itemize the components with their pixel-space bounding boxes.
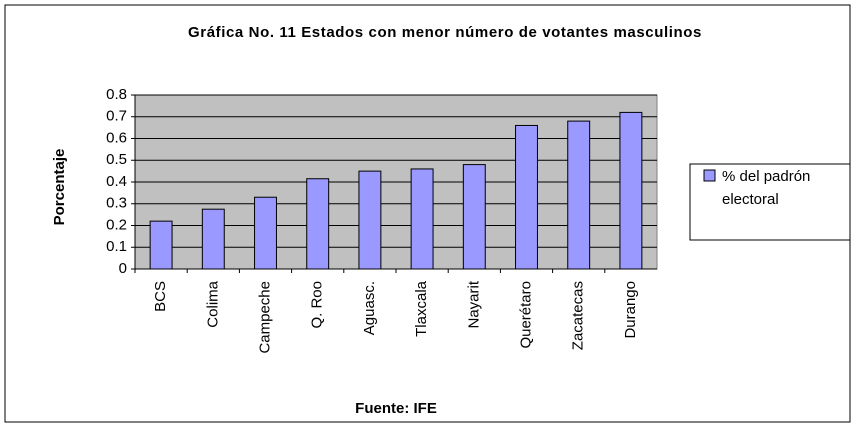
bar bbox=[358, 170, 382, 270]
y-tick-label: 0.5 bbox=[106, 151, 127, 168]
bar bbox=[462, 164, 486, 270]
y-tick-label: 0.8 bbox=[106, 86, 127, 103]
x-tick-label: BCS bbox=[152, 281, 169, 312]
y-tick-label: 0.6 bbox=[106, 129, 127, 146]
bar bbox=[306, 178, 330, 270]
x-tick-label: Durango bbox=[622, 281, 639, 339]
x-tick-label: Zacatecas bbox=[570, 281, 587, 350]
bar bbox=[619, 111, 643, 270]
y-tick-label: 0.1 bbox=[106, 238, 127, 255]
y-tick-label: 0.2 bbox=[106, 216, 127, 233]
x-tick-label: Aguasc. bbox=[361, 281, 378, 335]
x-tick-label: Querétaro bbox=[517, 281, 534, 349]
bar bbox=[149, 220, 173, 270]
x-tick-label: Nayarit bbox=[465, 280, 482, 328]
x-axis-label: Fuente: IFE bbox=[355, 400, 437, 417]
bar bbox=[410, 168, 434, 270]
x-tick-label: Colima bbox=[204, 280, 221, 327]
bar bbox=[515, 124, 538, 270]
legend-label-line: % del padrón bbox=[722, 168, 810, 185]
y-tick-label: 0.4 bbox=[106, 173, 127, 190]
legend-swatch bbox=[703, 169, 716, 182]
y-tick-label: 0.3 bbox=[106, 195, 127, 212]
legend-box bbox=[689, 163, 851, 241]
bar bbox=[567, 120, 591, 270]
chart-title: Gráfica No. 11 Estados con menor número … bbox=[187, 24, 702, 41]
x-tick-label: Q. Roo bbox=[309, 281, 326, 329]
y-tick-label: 0 bbox=[119, 260, 127, 277]
legend-label: % del padrón electoral bbox=[722, 168, 810, 208]
bar bbox=[254, 196, 277, 270]
x-tick-label: Tlaxcala bbox=[413, 280, 430, 337]
y-axis-label: Porcentaje bbox=[51, 149, 68, 226]
y-tick-label: 0.7 bbox=[106, 108, 127, 125]
legend-label-line: electoral bbox=[722, 191, 779, 208]
x-tick-label: Campeche bbox=[256, 281, 273, 354]
bar bbox=[201, 208, 225, 270]
